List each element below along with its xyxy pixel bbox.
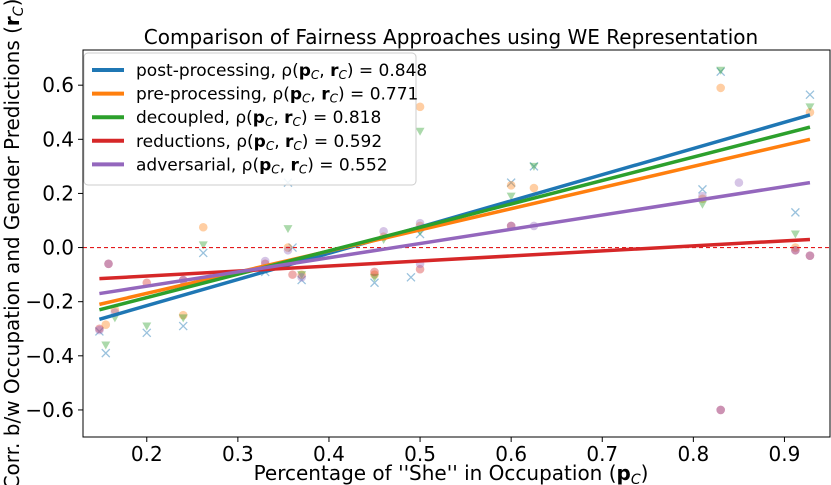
legend-label: adversarial, ρ(pC, rC) = 0.552 [136, 155, 388, 176]
data-point-reductions [104, 259, 113, 269]
legend-box [83, 52, 417, 186]
data-point-decoupled [716, 66, 726, 75]
legend-label: decoupled, ρ(pC, rC) = 0.818 [136, 108, 381, 129]
data-point-decoupled [805, 103, 815, 112]
legend-label: post-processing, ρ(pC, rC) = 0.848 [136, 61, 427, 82]
x-tick-label: 0.4 [313, 442, 345, 466]
legend-entry-decoupled: decoupled, ρ(pC, rC) = 0.818 [92, 108, 381, 129]
y-axis-title: Corr. b/w Occupation and Gender Predicti… [0, 0, 27, 485]
data-point-pre-processing [716, 83, 725, 93]
data-point-post-processing [178, 321, 188, 331]
fit-line-pre-processing [99, 137, 811, 307]
data-point-post-processing [716, 67, 726, 77]
data-point-post-processing [142, 328, 152, 338]
chart-title: Comparison of Fairness Approaches using … [144, 25, 758, 49]
x-tick-label: 0.3 [222, 442, 254, 466]
data-point-reductions [716, 405, 725, 415]
data-point-decoupled [198, 241, 208, 250]
data-point-post-processing [288, 243, 297, 253]
x-axis-title: Percentage of ''She'' in Occupation (pC) [254, 461, 649, 485]
data-point-decoupled [790, 230, 800, 239]
plot-area [83, 66, 830, 415]
data-point-adversarial [297, 273, 306, 282]
x-tick-label: 0.6 [495, 442, 527, 466]
data-point-adversarial [379, 227, 388, 236]
data-point-decoupled [297, 271, 307, 280]
x-tick-label: 0.2 [131, 442, 163, 466]
y-tick-label: −0.4 [25, 344, 74, 368]
legend-entry-reductions: reductions, ρ(pC, rC) = 0.592 [92, 132, 382, 153]
data-point-decoupled [178, 314, 188, 323]
data-point-reductions [370, 267, 379, 277]
legend-entry-pre-processing: pre-processing, ρ(pC, rC) = 0.771 [92, 85, 418, 106]
data-point-decoupled [506, 192, 516, 201]
data-point-adversarial [734, 178, 744, 187]
data-point-post-processing [370, 278, 379, 288]
plot-frame [82, 49, 831, 438]
data-point-pre-processing [529, 183, 539, 193]
y-tick-label: 0.0 [42, 236, 74, 260]
data-point-reductions [95, 324, 104, 334]
data-point-pre-processing [506, 181, 516, 190]
data-point-pre-processing [297, 270, 306, 279]
data-point-post-processing [805, 90, 815, 100]
data-point-decoupled [697, 200, 707, 209]
data-point-post-processing [529, 161, 539, 171]
data-point-adversarial [104, 259, 113, 269]
fit-line-reductions [99, 237, 811, 281]
data-point-reductions [288, 270, 297, 279]
x-tick-label: 0.8 [677, 442, 709, 466]
x-tick-label: 0.9 [769, 442, 801, 466]
fit-lines-layer [98, 113, 811, 321]
data-point-post-processing [698, 184, 707, 194]
data-point-pre-processing [178, 310, 188, 320]
data-point-pre-processing [198, 222, 208, 232]
x-axis: 0.2 0.3 0.4 0.5 0.6 0.7 0.8 0.9 [131, 437, 800, 466]
y-tick-label: 0.2 [42, 181, 74, 205]
legend-entry-post-processing: post-processing, ρ(pC, rC) = 0.848 [92, 61, 427, 82]
data-point-adversarial [260, 256, 270, 266]
data-point-post-processing [94, 326, 104, 336]
data-point-post-processing [406, 272, 416, 282]
y-tick-label: −0.2 [25, 290, 74, 314]
y-tick-label: 0.4 [42, 127, 74, 151]
data-point-decoupled [529, 162, 539, 171]
y-tick-label: 0.6 [42, 73, 74, 97]
data-point-decoupled [101, 341, 111, 350]
data-point-post-processing [506, 178, 516, 188]
data-point-adversarial [805, 251, 815, 260]
data-point-post-processing [101, 348, 111, 358]
legend-label: pre-processing, ρ(pC, rC) = 0.771 [136, 85, 418, 106]
legend-entry-adversarial: adversarial, ρ(pC, rC) = 0.552 [92, 155, 388, 176]
fit-line-adversarial [99, 180, 811, 296]
data-point-pre-processing [101, 320, 111, 329]
data-point-pre-processing [415, 102, 425, 112]
data-point-reductions [415, 264, 425, 274]
fit-line-decoupled [98, 125, 811, 312]
y-axis: −0.6 −0.4 −0.2 0.0 0.2 0.4 0.6 [25, 73, 83, 422]
x-tick-label: 0.7 [586, 442, 618, 466]
data-point-pre-processing [791, 243, 800, 252]
y-tick-label: −0.6 [25, 398, 74, 422]
data-point-post-processing [198, 248, 208, 258]
data-point-decoupled [415, 127, 425, 136]
data-point-adversarial [95, 325, 104, 335]
data-point-decoupled [142, 322, 152, 331]
data-point-adversarial [283, 245, 293, 255]
x-tick-label: 0.5 [404, 442, 436, 466]
data-point-adversarial [716, 405, 725, 415]
data-point-decoupled [370, 273, 380, 282]
data-point-post-processing [297, 275, 307, 285]
data-point-decoupled [283, 225, 293, 234]
data-point-post-processing [790, 207, 800, 217]
data-point-reductions [805, 251, 815, 260]
legend: post-processing, ρ(pC, rC) = 0.848 pre-pr… [83, 52, 427, 186]
data-point-pre-processing [370, 270, 379, 279]
legend-label: reductions, ρ(pC, rC) = 0.592 [136, 132, 382, 153]
